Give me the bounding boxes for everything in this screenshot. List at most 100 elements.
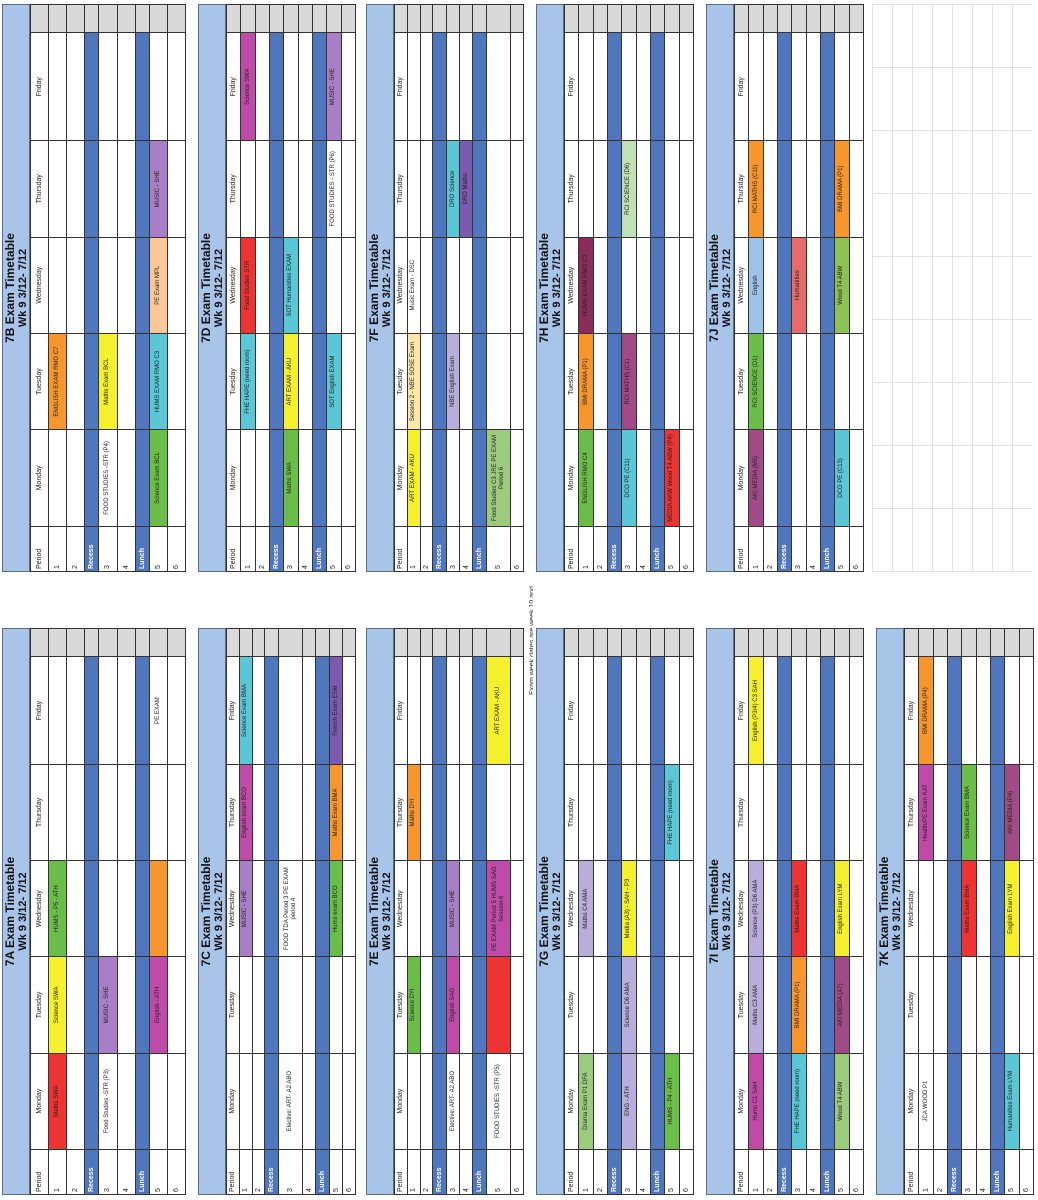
exam-cell-wed[interactable]: FOOD TDA Period 3 PE EXAM period 4 [278, 860, 303, 957]
exam-cell-thu[interactable] [302, 764, 316, 861]
exam-cell-wed[interactable] [1019, 860, 1034, 957]
exam-cell-tue[interactable] [961, 956, 977, 1054]
exam-cell-fri[interactable] [283, 32, 299, 141]
exam-cell-tue[interactable]: Science SWA [48, 956, 67, 1054]
exam-cell-fri[interactable]: Science SWA [240, 32, 256, 141]
exam-cell-fri[interactable] [342, 656, 356, 765]
exam-cell-fri[interactable] [664, 656, 680, 765]
exam-cell-thu[interactable] [806, 764, 821, 861]
exam-cell-wed[interactable] [849, 237, 864, 334]
exam-cell-fri[interactable] [407, 32, 421, 141]
exam-cell-thu[interactable] [791, 140, 807, 238]
exam-cell-thu[interactable] [763, 764, 778, 861]
exam-cell-wed[interactable] [636, 237, 651, 334]
exam-cell-tue[interactable]: English SAG [446, 956, 460, 1054]
exam-cell-fri[interactable] [578, 32, 594, 141]
exam-cell-tue[interactable] [664, 956, 680, 1054]
exam-cell-fri[interactable] [48, 656, 67, 765]
exam-cell-mon[interactable] [407, 1053, 421, 1150]
exam-cell-wed[interactable] [117, 237, 136, 334]
exam-cell-mon[interactable] [149, 1053, 168, 1150]
exam-cell-tue[interactable] [302, 956, 316, 1054]
exam-cell-thu[interactable] [636, 140, 651, 238]
exam-cell-tue[interactable] [510, 333, 524, 430]
exam-cell-thu[interactable] [834, 764, 850, 861]
exam-cell-thu[interactable] [298, 140, 313, 238]
exam-cell-tue[interactable] [763, 956, 778, 1054]
exam-cell-mon[interactable]: MEDIA AKW Wood T4 ABW (P4) [664, 429, 680, 527]
exam-cell-wed[interactable] [420, 860, 433, 957]
exam-cell-tue[interactable] [849, 333, 864, 430]
exam-cell-fri[interactable] [849, 656, 864, 765]
exam-cell-thu[interactable] [48, 764, 67, 861]
exam-cell-fri[interactable] [664, 32, 680, 141]
exam-cell-tue[interactable] [593, 956, 608, 1054]
exam-cell-thu[interactable]: Science Exam BMA [961, 764, 977, 861]
exam-cell-mon[interactable] [167, 429, 186, 527]
exam-cell-fri[interactable] [420, 32, 433, 141]
exam-cell-thu[interactable] [679, 140, 694, 238]
exam-cell-wed[interactable]: HUMS EXAM RMO C3 [578, 237, 594, 334]
exam-cell-wed[interactable]: Food Studies STR [240, 237, 256, 334]
exam-cell-tue[interactable] [763, 333, 778, 430]
exam-cell-wed[interactable]: Hums exam BCO [329, 860, 343, 957]
exam-cell-fri[interactable] [621, 32, 637, 141]
exam-cell-mon[interactable] [806, 429, 821, 527]
exam-cell-thu[interactable] [459, 764, 473, 861]
exam-cell-thu[interactable] [679, 764, 694, 861]
exam-cell-tue[interactable] [117, 956, 136, 1054]
exam-cell-mon[interactable] [341, 429, 356, 527]
exam-cell-tue[interactable]: Maths Exam BCL [98, 333, 118, 430]
exam-cell-wed[interactable]: PE EXAM Period 5 HUMS SAG Session 6 [486, 860, 511, 957]
exam-cell-wed[interactable]: English Exam LYM [1004, 860, 1020, 957]
exam-cell-tue[interactable] [486, 956, 511, 1054]
exam-cell-tue[interactable] [933, 956, 948, 1054]
exam-cell-tue[interactable] [806, 956, 821, 1054]
exam-cell-fri[interactable] [510, 32, 524, 141]
exam-cell-fri[interactable] [1004, 656, 1020, 765]
exam-cell-mon[interactable] [420, 1053, 433, 1150]
exam-cell-wed[interactable] [66, 237, 85, 334]
exam-cell-wed[interactable] [593, 860, 608, 957]
exam-cell-thu[interactable] [486, 140, 511, 238]
exam-cell-thu[interactable]: FHE HAPE (need room) [664, 764, 680, 861]
exam-cell-fri[interactable] [834, 656, 850, 765]
exam-cell-tue[interactable] [578, 956, 594, 1054]
exam-cell-tue[interactable]: Science D6 AMA [621, 956, 637, 1054]
exam-cell-mon[interactable]: Elective: ART- A2 ABO [446, 1053, 460, 1150]
exam-cell-mon[interactable] [298, 429, 313, 527]
exam-cell-wed[interactable] [342, 860, 356, 957]
exam-cell-fri[interactable] [167, 32, 186, 141]
exam-cell-tue[interactable]: RCI MATHS (C1) [621, 333, 637, 430]
exam-cell-wed[interactable] [849, 860, 864, 957]
exam-cell-wed[interactable] [679, 237, 694, 334]
exam-cell-thu[interactable] [283, 140, 299, 238]
exam-cell-thu[interactable] [255, 140, 270, 238]
exam-cell-tue[interactable] [976, 956, 991, 1054]
exam-cell-tue[interactable] [239, 956, 253, 1054]
exam-cell-fri[interactable] [791, 32, 807, 141]
exam-cell-tue[interactable] [66, 956, 85, 1054]
exam-cell-tue[interactable] [459, 956, 473, 1054]
exam-cell-wed[interactable]: Wood T4 ABW [834, 237, 850, 334]
exam-cell-fri[interactable] [459, 656, 473, 765]
exam-cell-thu[interactable] [98, 764, 118, 861]
exam-cell-tue[interactable]: BMI DRAMA (P1) [791, 956, 807, 1054]
exam-cell-tue[interactable] [849, 956, 864, 1054]
exam-cell-mon[interactable]: FHE HAPE (need room) [791, 1053, 807, 1150]
exam-cell-thu[interactable] [117, 140, 136, 238]
exam-cell-thu[interactable]: English exam BCO [239, 764, 253, 861]
exam-cell-mon[interactable] [117, 1053, 136, 1150]
exam-cell-mon[interactable] [763, 1053, 778, 1150]
exam-cell-fri[interactable] [763, 656, 778, 765]
exam-cell-fri[interactable] [98, 656, 118, 765]
exam-cell-thu[interactable]: RCI MATHS (C11) [748, 140, 764, 238]
exam-cell-thu[interactable]: DRO Maths [459, 140, 473, 238]
exam-cell-fri[interactable] [621, 656, 637, 765]
exam-cell-wed[interactable] [976, 860, 991, 957]
exam-cell-fri[interactable] [806, 32, 821, 141]
exam-cell-thu[interactable]: DRO Science [446, 140, 460, 238]
exam-cell-wed[interactable]: MUSIC - SHE [239, 860, 253, 957]
exam-cell-fri[interactable] [1019, 656, 1034, 765]
exam-cell-mon[interactable] [302, 1053, 316, 1150]
